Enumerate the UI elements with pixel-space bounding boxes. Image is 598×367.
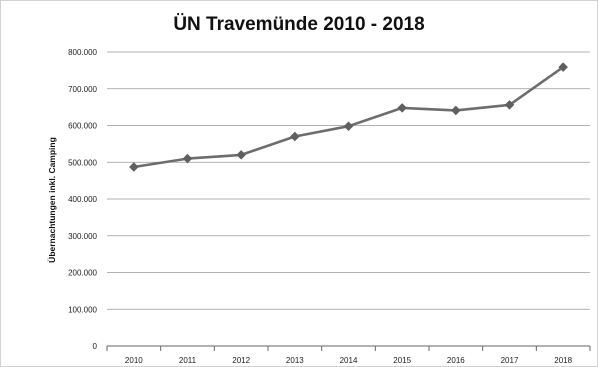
y-tick-label: 700.000 — [68, 85, 97, 94]
data-point — [504, 100, 515, 110]
x-tick-label: 2018 — [554, 356, 572, 365]
x-tick-label: 2015 — [393, 356, 411, 365]
x-tick-label: 2016 — [447, 356, 465, 365]
x-tick-label: 2014 — [340, 356, 358, 365]
y-tick-label: 100.000 — [68, 305, 97, 314]
data-point — [343, 121, 354, 132]
data-point — [236, 150, 246, 160]
data-point — [451, 105, 461, 116]
y-tick-label: 800.000 — [68, 48, 97, 57]
x-tick-label: 2017 — [501, 356, 519, 365]
y-tick-labels: 0 100.000 200.000 300.000 400.000 500.000 600.… — [68, 48, 97, 351]
y-tick-label: 300.000 — [68, 232, 97, 241]
y-tick-label: 200.000 — [68, 269, 97, 278]
data-point — [290, 131, 300, 142]
x-axis: 2010 2011 2012 2013 2014 2015 2016 2017 2018 — [106, 345, 591, 365]
x-tick-label: 2011 — [179, 356, 197, 365]
data-point — [129, 162, 139, 172]
y-axis-label: Übernachtungen inkl. Camping — [47, 137, 57, 263]
y-tick-label: 0 — [93, 342, 98, 351]
chart-title: ÜN Travemünde 2010 - 2018 — [173, 14, 424, 35]
data-point — [558, 62, 568, 72]
x-tick-label: 2012 — [232, 356, 250, 365]
y-tick-label: 500.000 — [68, 158, 97, 167]
data-point — [397, 103, 407, 113]
x-tick-label: 2013 — [286, 356, 304, 365]
x-tick-label: 2010 — [125, 356, 143, 365]
y-tick-label: 400.000 — [68, 195, 97, 204]
data-point — [182, 153, 193, 164]
y-tick-label: 600.000 — [68, 122, 97, 131]
series-layer — [129, 62, 568, 172]
